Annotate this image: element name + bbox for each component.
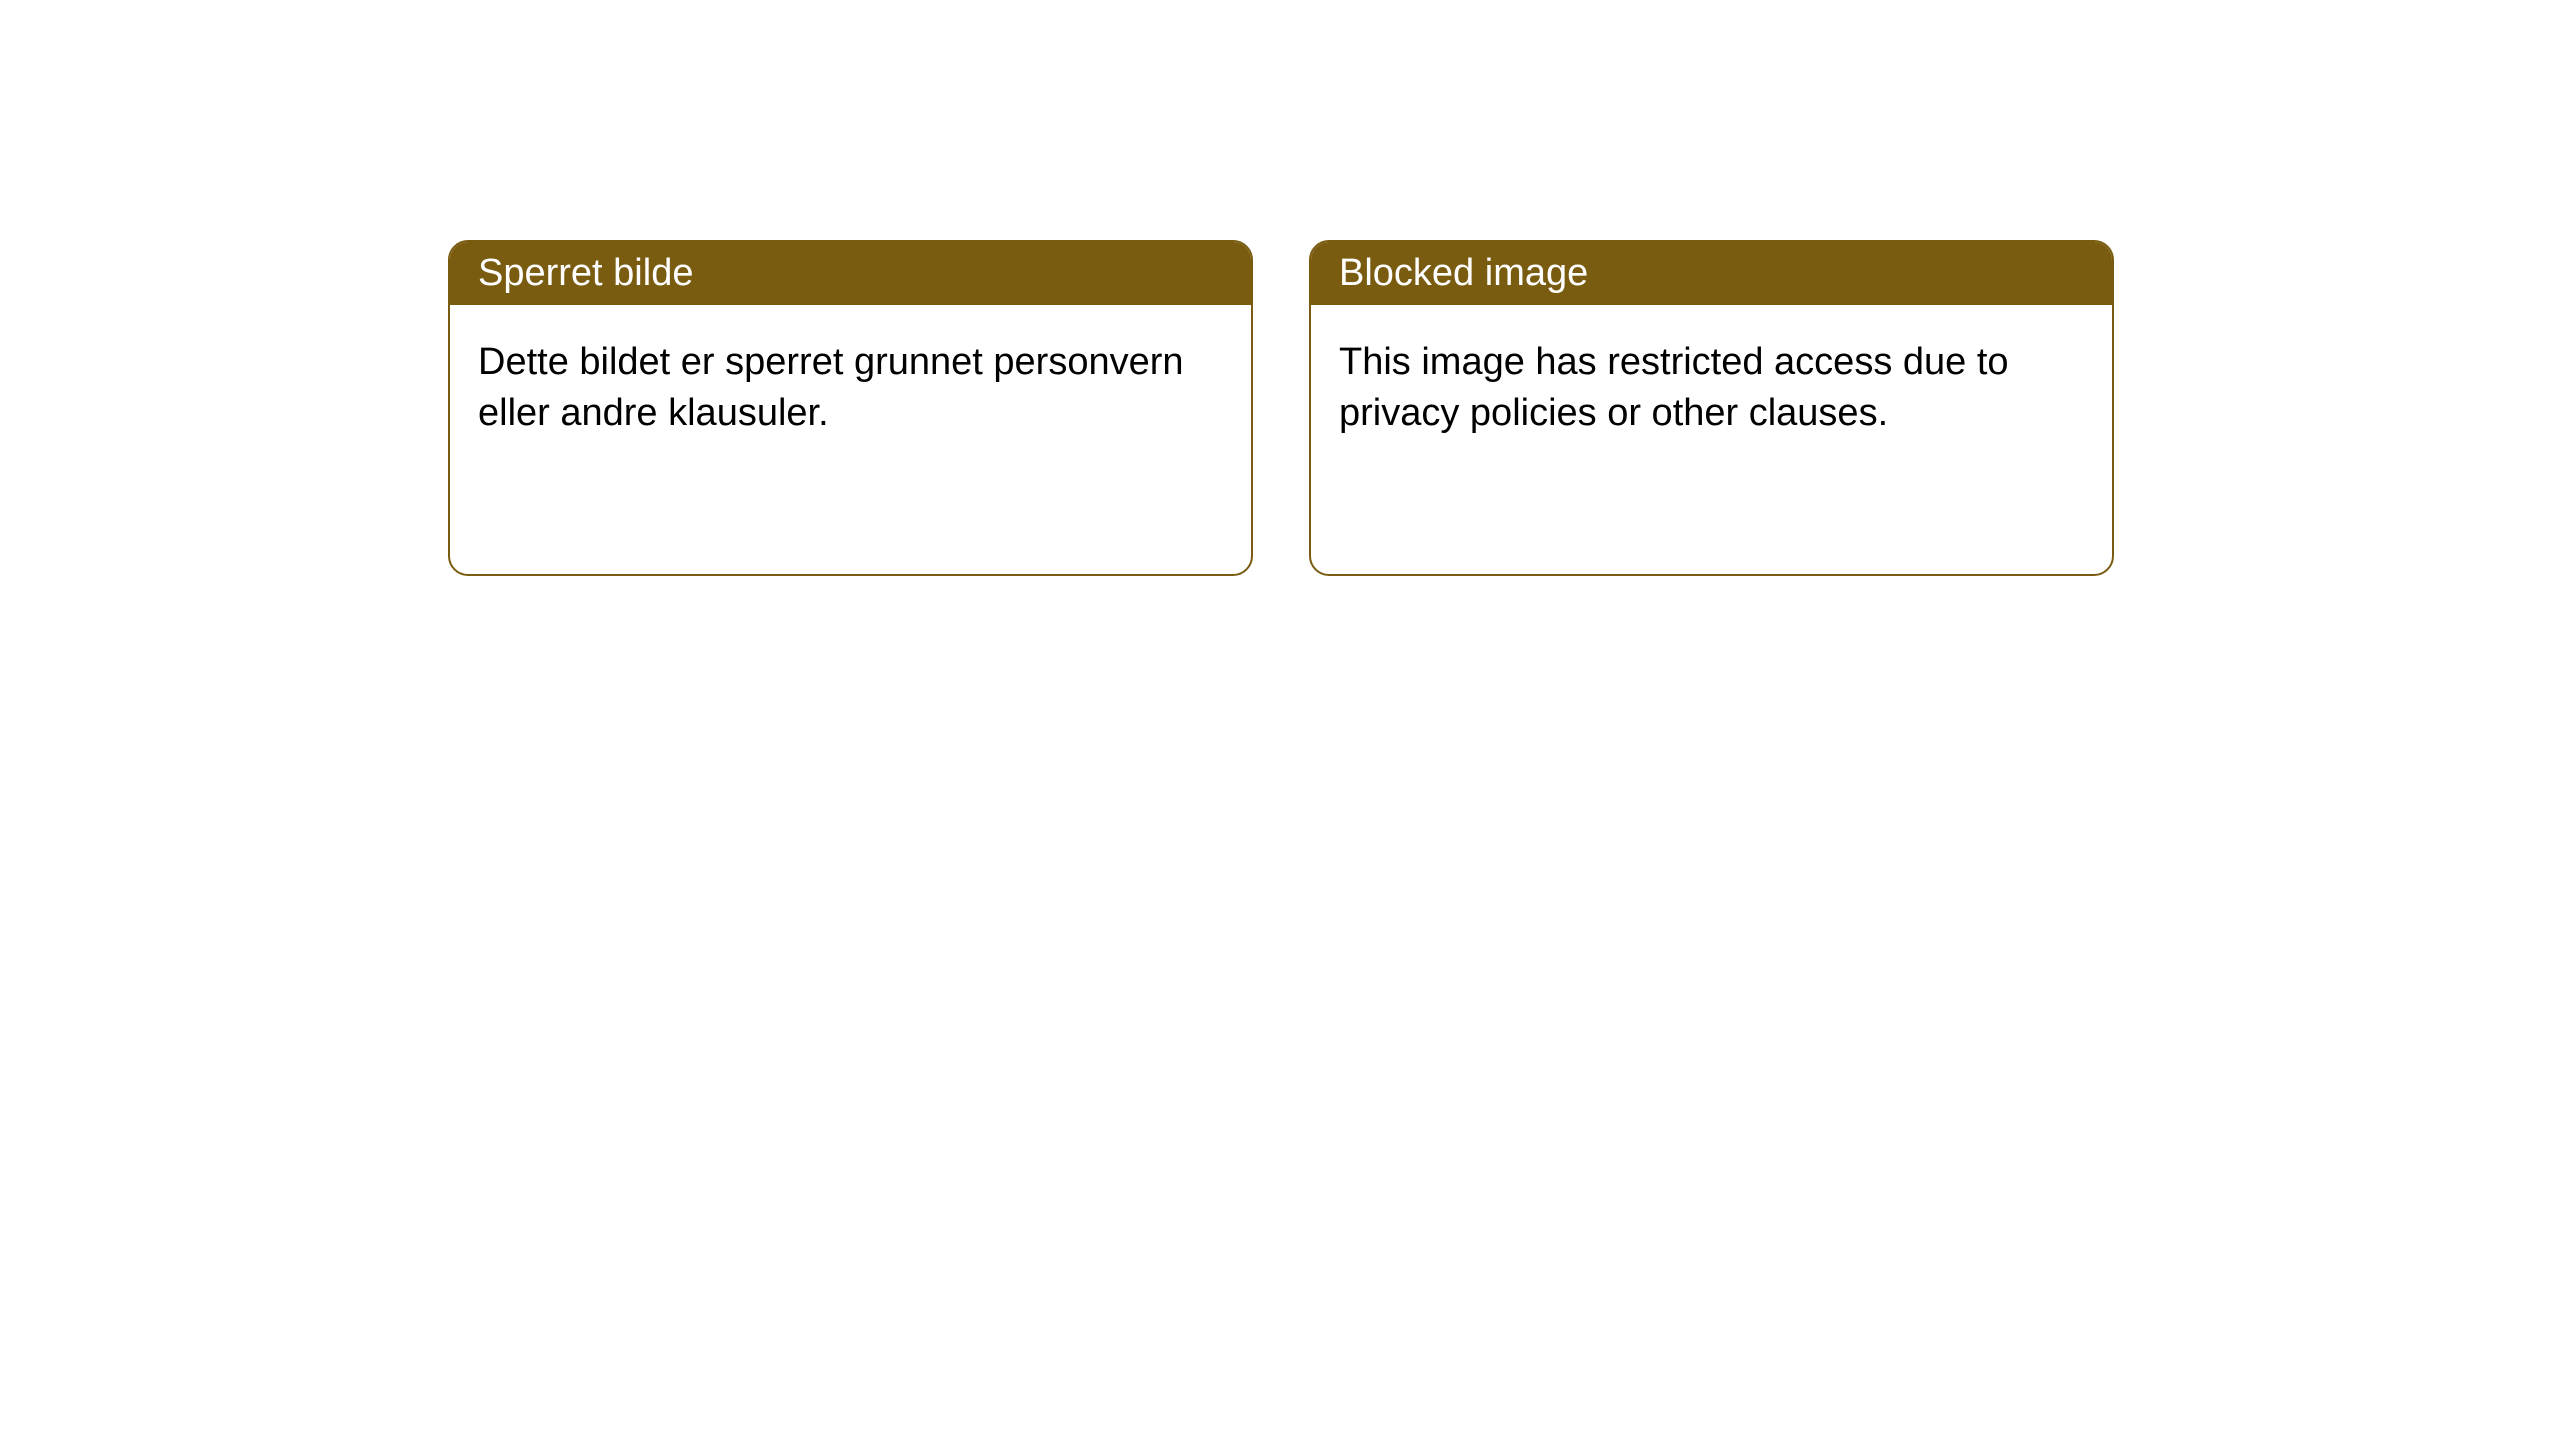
notice-body: Dette bildet er sperret grunnet personve… <box>450 305 1251 472</box>
notice-title: Sperret bilde <box>478 252 693 294</box>
notice-title: Blocked image <box>1339 252 1588 294</box>
notice-body-text: Dette bildet er sperret grunnet personve… <box>478 341 1184 434</box>
notice-header: Blocked image <box>1311 242 2112 305</box>
notice-header: Sperret bilde <box>450 242 1251 305</box>
notice-card-english: Blocked image This image has restricted … <box>1309 240 2114 576</box>
notice-card-norwegian: Sperret bilde Dette bildet er sperret gr… <box>448 240 1253 576</box>
notice-container: Sperret bilde Dette bildet er sperret gr… <box>448 240 2114 576</box>
notice-body: This image has restricted access due to … <box>1311 305 2112 472</box>
notice-body-text: This image has restricted access due to … <box>1339 341 2009 434</box>
